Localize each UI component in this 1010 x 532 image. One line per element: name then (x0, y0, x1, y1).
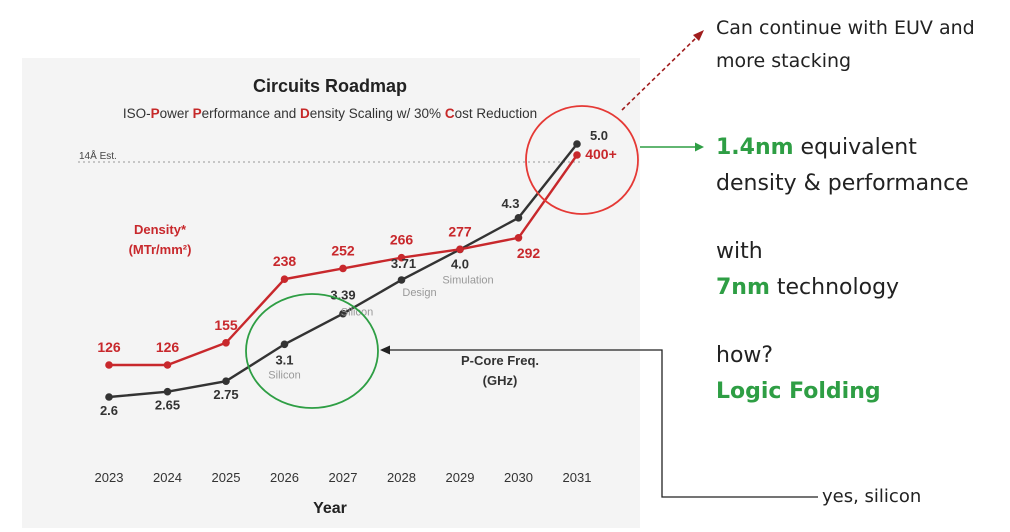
legend-density-line1: Density* (134, 222, 187, 237)
phase-label-2028: Design (402, 287, 436, 299)
subtitle-part: P (151, 106, 160, 121)
logic-folding-label: Logic Folding (716, 379, 881, 404)
subtitle-part: ensity Scaling w/ 30% (310, 106, 445, 121)
subtitle-part: erformance and (202, 106, 300, 121)
legend-density-line2: (MTr/mm²) (129, 242, 192, 257)
frequency-label-2024: 2.65 (155, 398, 180, 413)
density-point-2028 (397, 253, 406, 262)
how-note: how? Logic Folding (716, 338, 881, 410)
frequency-label-2028: 3.71 (391, 256, 416, 271)
roadmap-chart: Circuits Roadmap ISO-Power Performance a… (78, 76, 617, 517)
legend-frequency-line1: P-Core Freq. (461, 353, 539, 368)
frequency-label-2027: 3.39 (330, 288, 355, 303)
reference-line: 14Å Est. (78, 149, 582, 163)
silicon-note: yes, silicon (822, 486, 922, 507)
x-tick-2026: 2026 (270, 470, 299, 485)
chart-title: Circuits Roadmap (253, 76, 407, 96)
x-tick-2031: 2031 (563, 470, 592, 485)
x-tick-2030: 2030 (504, 470, 533, 485)
frequency-point-2028 (397, 276, 406, 284)
reference-line-label: 14Å Est. (79, 149, 117, 162)
frequency-point-2024 (163, 387, 172, 396)
density-point-2023 (105, 361, 113, 369)
x-tick-2027: 2027 (329, 470, 358, 485)
tech-rest: technology (769, 275, 900, 300)
frequency-point-2030 (514, 213, 523, 222)
euv-note: Can continue with EUV and more stacking (716, 12, 975, 78)
subtitle-part: ost Reduction (455, 106, 538, 121)
tech-note: with 7nm technology (716, 234, 899, 306)
density-point-2027 (339, 264, 347, 273)
density-point-2025 (222, 338, 230, 347)
equiv-rest: equivalent (793, 135, 917, 160)
density-point-2026 (280, 275, 289, 283)
frequency-label-2023: 2.6 (100, 403, 118, 418)
legend-frequency-line2: (GHz) (483, 373, 518, 388)
density-point-2029 (456, 245, 464, 254)
subtitle-part: C (445, 106, 455, 121)
x-tick-2023: 2023 (95, 470, 124, 485)
frequency-label-2025: 2.75 (213, 387, 238, 402)
frequency-point-2026 (280, 340, 289, 349)
density-label-2028: 266 (390, 232, 414, 248)
density-point-2030 (514, 233, 523, 242)
equiv-line2: density & performance (716, 171, 969, 196)
chart-card: Circuits Roadmap ISO-Power Performance a… (22, 58, 640, 528)
subtitle-part: P (193, 106, 202, 121)
frequency-label-2026: 3.1 (275, 352, 293, 367)
subtitle-part: D (300, 106, 310, 121)
equiv-note: 1.4nm equivalent density & performance (716, 130, 969, 202)
density-label-2025: 155 (214, 317, 238, 333)
euv-note-line1: Can continue with EUV and (716, 17, 975, 39)
density-label-2029: 277 (448, 223, 472, 239)
x-tick-2025: 2025 (212, 470, 241, 485)
x-tick-2028: 2028 (387, 470, 416, 485)
subtitle-part: ISO- (123, 106, 151, 121)
x-axis-label: Year (313, 500, 347, 517)
equiv-arrow (640, 142, 704, 152)
chart-subtitle: ISO-Power Performance and Density Scalin… (123, 106, 537, 121)
frequency-label-2029: 4.0 (451, 256, 469, 271)
with-label: with (716, 239, 763, 264)
frequency-point-2025 (222, 377, 230, 385)
phase-label-2026: Silicon (268, 369, 300, 381)
phase-label-2029: Simulation (442, 274, 493, 286)
density-label-2024: 126 (156, 339, 180, 355)
x-tick-2024: 2024 (153, 470, 182, 485)
density-point-2031 (573, 151, 581, 159)
density-label-2027: 252 (331, 242, 355, 258)
density-point-2024 (163, 361, 172, 369)
density-line (109, 154, 578, 367)
euv-note-line2: more stacking (716, 50, 852, 72)
frequency-point-2023 (105, 393, 113, 401)
density-label-2031: 400+ (585, 146, 617, 162)
frequency-label-2030: 4.3 (501, 196, 519, 211)
frequency-point-2031 (573, 140, 581, 148)
subtitle-part: ower (160, 106, 193, 121)
frequency-label-2031: 5.0 (590, 128, 608, 143)
phase-label-2027: Silicon (341, 307, 373, 319)
density-label-2030: 292 (517, 245, 541, 261)
x-tick-2029: 2029 (446, 470, 475, 485)
how-label: how? (716, 343, 774, 368)
density-label-2023: 126 (97, 339, 121, 355)
tech-highlight: 7nm (716, 275, 770, 300)
equiv-highlight: 1.4nm (716, 135, 794, 160)
density-label-2026: 238 (273, 253, 297, 269)
